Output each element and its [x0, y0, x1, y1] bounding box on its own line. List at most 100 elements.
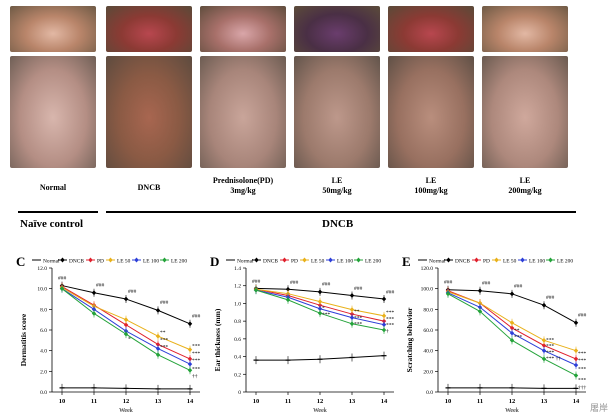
significance-label: ###: [482, 281, 491, 287]
group-label: Normal: [39, 183, 67, 192]
x-tick-label: 10: [59, 398, 66, 405]
legend-marker: [108, 257, 113, 263]
x-tick-label: 13: [541, 398, 548, 405]
data-point: [381, 313, 387, 319]
y-tick-label: 2.0: [40, 369, 47, 375]
data-point: [123, 331, 129, 337]
data-point: [509, 320, 515, 326]
x-tick-label: 12: [317, 398, 324, 405]
panel-letter: E: [402, 254, 411, 269]
legend-label: Normal: [237, 259, 254, 265]
legend-item: LE 100: [518, 257, 545, 265]
significance-label: ***: [160, 345, 169, 351]
data-point: [573, 373, 579, 378]
y-tick-label: 0.0: [426, 390, 433, 396]
legend-label: LE 100: [529, 259, 545, 265]
significance-label: ###: [546, 295, 555, 301]
photo-back-dncb: [106, 56, 192, 168]
y-tick-label: 60.0: [423, 328, 433, 334]
x-tick-label: 12: [123, 398, 130, 405]
y-axis-label: Dermatitis score: [19, 313, 28, 366]
photo-back-le100: [388, 56, 474, 168]
significance-label: ***: [578, 351, 587, 357]
data-point: [573, 320, 579, 326]
significance-label: ***: [192, 351, 201, 357]
data-point: [381, 327, 387, 333]
significance-label: ***: [386, 322, 395, 328]
data-point: [477, 304, 483, 310]
data-point: [509, 291, 515, 297]
data-point: [541, 343, 547, 348]
data-point: [477, 300, 483, 306]
significance-label: ###: [354, 286, 363, 292]
data-point: [155, 346, 161, 351]
photo-ear-pd: [200, 6, 286, 52]
chart-dermatitis-score: C Normal DNCB PD LE 50 LE 100 LE 200 0.0 2.0 4.0 6…: [16, 254, 201, 414]
x-axis-label: Week: [505, 408, 519, 414]
y-tick-label: 1.0: [234, 301, 241, 307]
y-axis-label: Scratching behavior: [405, 307, 414, 372]
legend-label: LE 200: [365, 259, 381, 265]
chart-ear-thickness: D Normal DNCB PD LE 50 LE 100 LE 200 0 0.2 0.4 0.6…: [210, 254, 395, 414]
photo-ear-dncb: [106, 6, 192, 52]
y-tick-label: 12.0: [37, 266, 47, 272]
photo-ear-le50: [294, 6, 380, 52]
y-tick-label: 10.0: [37, 287, 47, 293]
significance-label: ###: [578, 313, 587, 319]
legend-label: LE 100: [143, 259, 159, 265]
legend-marker: [88, 257, 93, 263]
significance-label: *** ††: [546, 356, 561, 362]
legend-label: LE 100: [337, 259, 353, 265]
y-tick-label: 80.0: [423, 307, 433, 313]
data-point: [573, 348, 579, 354]
data-point: [155, 352, 161, 358]
data-point: [541, 348, 547, 354]
y-tick-label: 0.0: [40, 390, 47, 396]
x-tick-label: 12: [509, 398, 516, 405]
significance-label: ***: [386, 310, 395, 316]
x-tick-label: 14: [573, 398, 580, 405]
photo-back-le50: [294, 56, 380, 168]
legend-item: PD: [472, 257, 490, 265]
significance-label: ###: [128, 289, 137, 295]
photo-ear-le200: [482, 6, 568, 52]
data-point: [187, 361, 193, 367]
significance-label: **: [514, 328, 520, 334]
dncb-header: DNCB: [322, 218, 354, 230]
legend-label: LE 50: [117, 259, 131, 265]
y-tick-label: 100.0: [421, 287, 434, 293]
data-point: [155, 307, 161, 313]
y-tick-label: 0.4: [234, 355, 241, 361]
significance-label: ###: [386, 290, 395, 296]
legend-label: Normal: [43, 259, 60, 265]
legend-marker: [474, 257, 479, 263]
data-point: [317, 299, 323, 305]
legend-marker: [356, 257, 361, 263]
legend-label: LE 200: [171, 259, 187, 265]
y-tick-label: 0.2: [234, 372, 241, 378]
data-point: [349, 307, 355, 313]
significance-label: ***: [578, 358, 587, 364]
significance-label: ###: [322, 282, 331, 288]
significance-label: ***: [192, 358, 201, 364]
data-point: [541, 302, 547, 308]
y-tick-label: 4.0: [40, 349, 47, 355]
y-tick-label: 20.0: [423, 369, 433, 375]
significance-label: ###: [58, 275, 67, 281]
legend-marker: [446, 257, 451, 263]
group-label: LE 100mg/kg: [414, 176, 448, 195]
legend-item: DNCB: [444, 257, 470, 265]
data-point: [155, 333, 161, 339]
legend-item: PD: [86, 257, 104, 265]
y-tick-label: 1.2: [234, 284, 241, 290]
legend-marker: [328, 257, 333, 263]
significance-label: **: [160, 330, 166, 336]
significance-label: ***: [514, 334, 523, 340]
significance-label: ††: [192, 374, 198, 380]
data-point: [317, 310, 323, 316]
significance-label: ***: [386, 316, 395, 322]
significance-label: ***: [578, 366, 587, 372]
significance-label: ***: [322, 312, 331, 318]
legend-label: PD: [483, 259, 490, 265]
significance-label: ***: [160, 337, 169, 343]
